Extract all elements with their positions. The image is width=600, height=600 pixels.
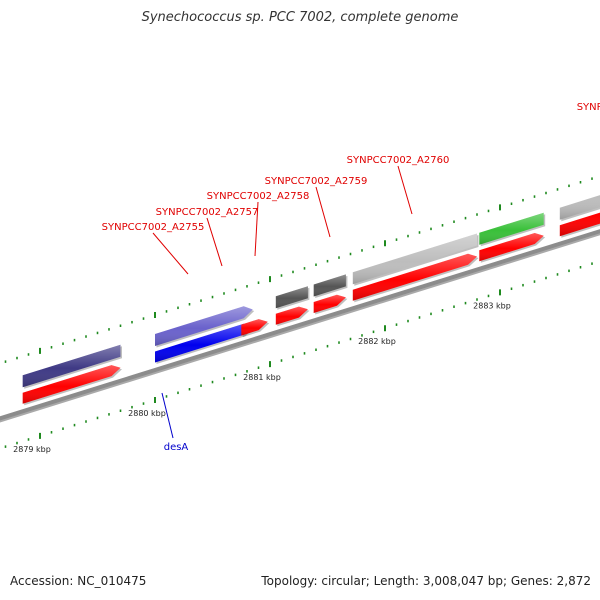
topology-label: Topology: circular; Length: 3,008,047 bp… <box>261 574 591 588</box>
cds-feature-highlight <box>275 306 308 325</box>
cds-feature-highlight <box>313 294 346 313</box>
feature-leader-line <box>161 392 174 439</box>
map-title: Synechococcus sp. PCC 7002, complete gen… <box>141 10 459 25</box>
backbone-line <box>0 229 600 421</box>
gene-label: SYNPCC7002_A2755 <box>102 222 205 233</box>
scale-label: 2881 kbp <box>243 373 281 382</box>
cds-feature-highlight <box>352 253 477 301</box>
gene-feature-highlight <box>313 274 346 297</box>
scale-label: 2880 kbp <box>128 409 166 418</box>
gene-label: SYNPCC7002_A2761 <box>577 102 600 113</box>
cds-feature-highlight <box>241 319 268 336</box>
gene-label: SYNPCC7002_A2759 <box>265 176 368 187</box>
cds-feature-highlight <box>155 323 253 363</box>
cds-feature-highlight <box>479 233 544 262</box>
gene-label: SYNPCC7002_A2758 <box>207 191 310 202</box>
gene-feature-highlight <box>352 233 477 285</box>
gene-feature-highlight <box>559 195 600 220</box>
gene-feature-highlight <box>479 212 544 245</box>
feature-leader-line <box>152 232 189 275</box>
feature-leader-line <box>254 201 259 257</box>
cds-feature-highlight <box>22 365 121 404</box>
gene-label: SYNPCC7002_A2760 <box>347 155 450 166</box>
gene-feature-highlight <box>22 344 121 388</box>
backbone-layer <box>0 229 600 423</box>
gene-feature-highlight <box>275 286 308 309</box>
gene-label: SYNPCC7002_A2757 <box>156 207 259 218</box>
scale-label: 2879 kbp <box>13 445 51 454</box>
cds-feature-highlight <box>559 212 600 237</box>
gene-feature-highlight <box>155 306 253 346</box>
feature-layer <box>22 195 600 406</box>
feature-leader-line <box>397 165 413 215</box>
label-layer: desA SYNPCC7002_A2755 SYNPCC7002_A2757 SYNP… <box>102 102 600 453</box>
gene-label-desA: desA <box>164 442 189 453</box>
feature-leader-line <box>206 217 223 267</box>
scale-label: 2883 kbp <box>473 301 511 310</box>
scale-label: 2882 kbp <box>358 337 396 346</box>
scale-layer: 2879 kbp 2880 kbp 2881 kbp 2882 kbp 2883 kbp <box>4 177 593 454</box>
accession-label: Accession: NC_010475 <box>10 574 147 588</box>
feature-leader-line <box>315 186 331 238</box>
